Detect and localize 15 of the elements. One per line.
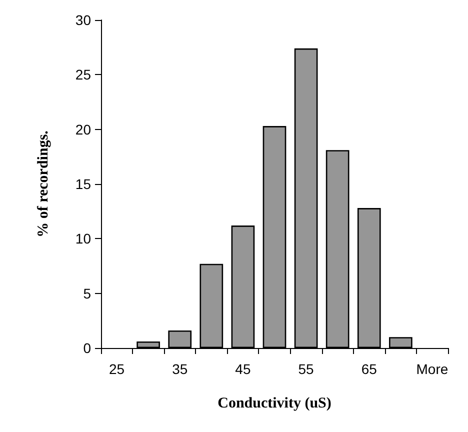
x-tick-label: 35 [172,361,188,377]
x-tick-label: 65 [361,361,378,377]
y-tick-label: 0 [83,340,92,356]
x-tick-label: More [416,361,448,377]
y-tick-label: 30 [75,12,92,28]
x-axis-title: Conductivity (uS) [218,396,332,412]
x-tick-label: 25 [108,361,125,377]
y-axis-title: % of recordings. [36,130,52,238]
y-tick-label: 5 [83,285,92,302]
x-tick-label: 45 [235,361,251,377]
x-tick-label: 55 [298,361,314,377]
y-tick-label: 20 [75,121,92,138]
y-tick-label: 15 [75,176,92,192]
y-tick-label: 10 [75,230,92,247]
y-tick-label: 25 [75,66,92,83]
